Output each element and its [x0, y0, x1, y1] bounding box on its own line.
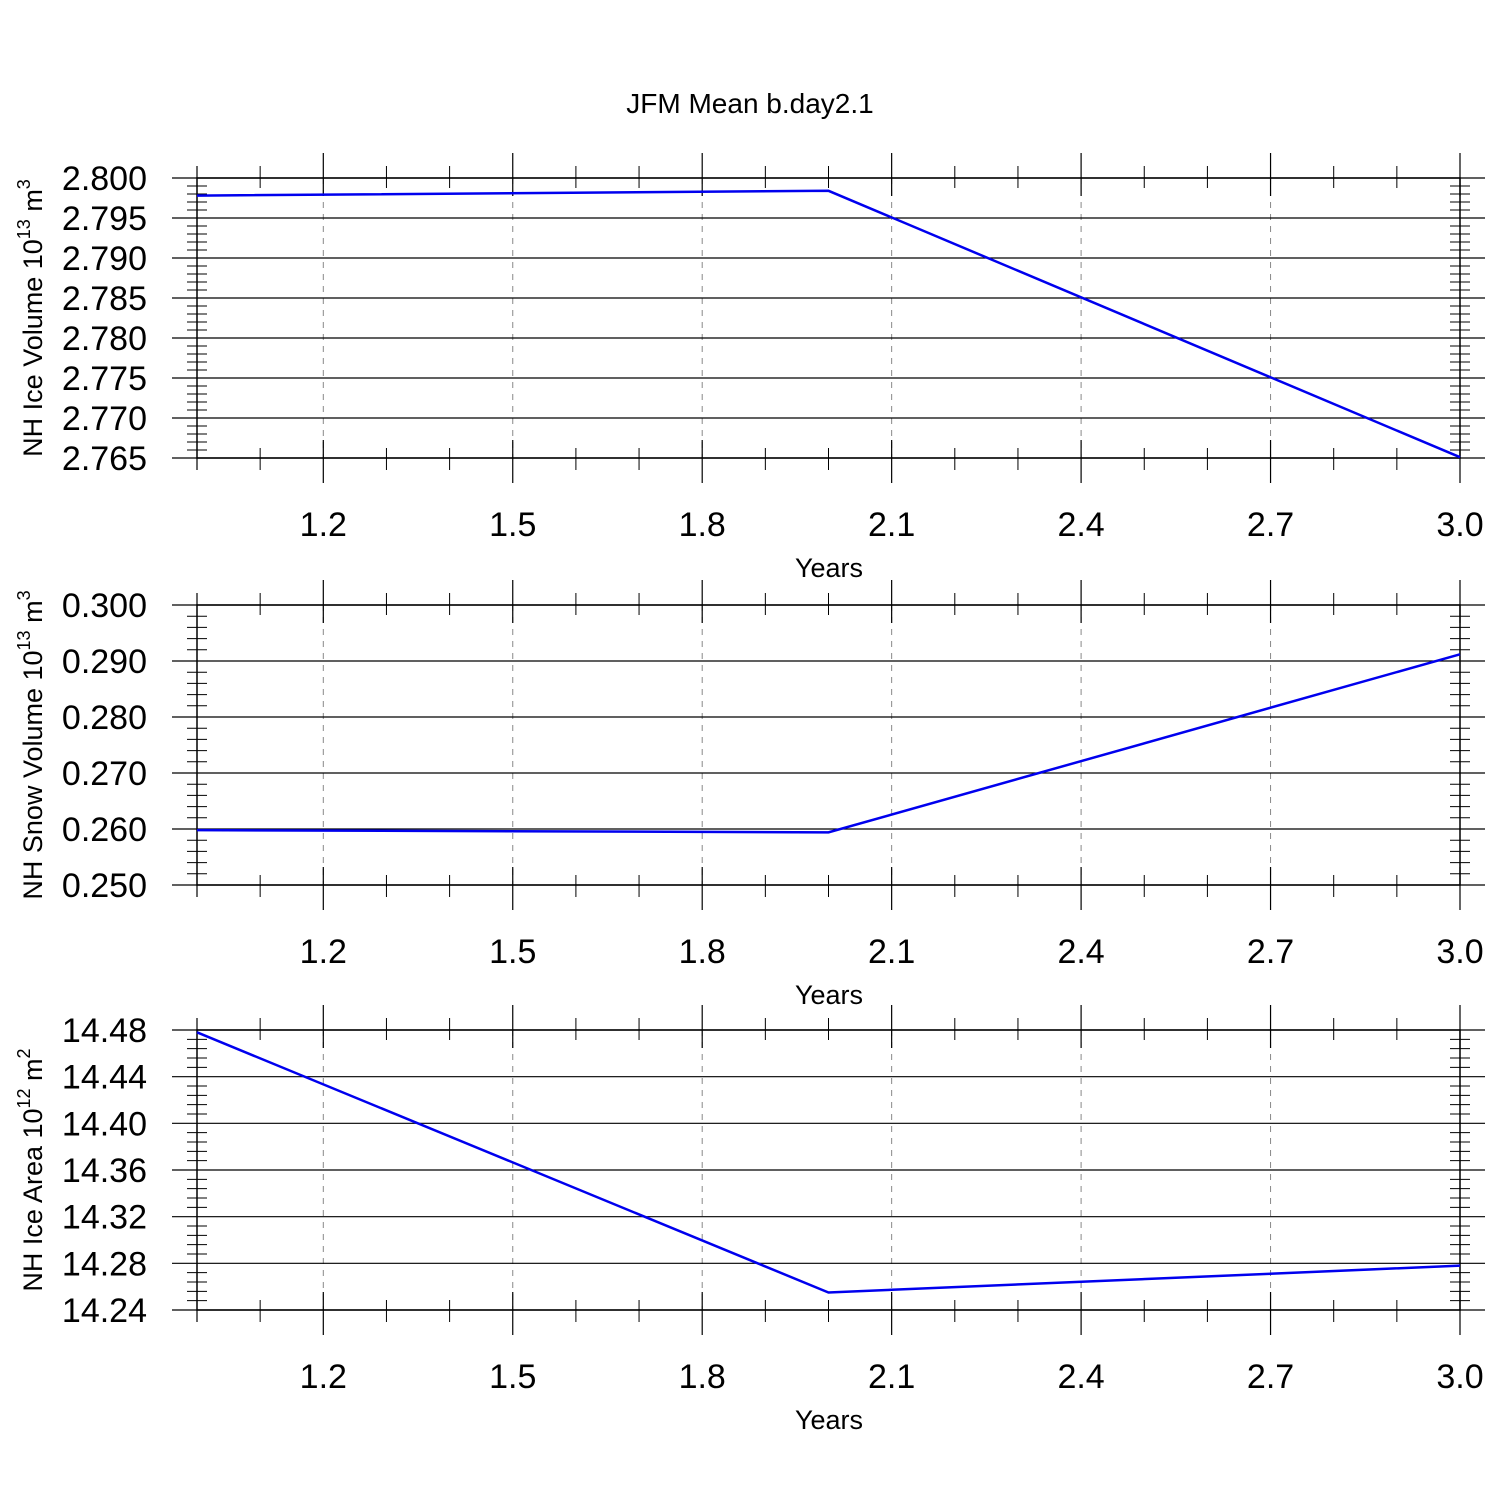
- y-tick-label: 14.48: [62, 1012, 147, 1050]
- y-axis-label: NH Snow Volume 1013 m3: [14, 590, 48, 899]
- x-tick-label: 1.8: [679, 1358, 726, 1396]
- x-tick-label: 1.8: [679, 506, 726, 544]
- x-tick-label: 2.4: [1057, 1358, 1104, 1396]
- y-tick-label: 14.24: [62, 1292, 147, 1330]
- x-tick-label: 3.0: [1436, 506, 1483, 544]
- y-axis-label-part: 3: [14, 590, 34, 600]
- x-tick-label: 1.5: [489, 933, 536, 971]
- panel-2: 0.250 0.260 0.270 0.280 0.290 0.300 1.2 1.5 1.8 2…: [14, 580, 1485, 1010]
- y-axis-label-part: 3: [14, 179, 34, 189]
- figure-title: JFM Mean b.day2.1: [626, 88, 874, 119]
- y-axis-label-part: NH Snow Volume 10: [18, 650, 48, 899]
- y-axis-label-part: m: [18, 189, 48, 219]
- x-tick-label: 1.5: [489, 1358, 536, 1396]
- y-tick-label: 0.290: [62, 643, 147, 681]
- y-tick-label: 14.28: [62, 1245, 147, 1283]
- x-tick-label: 1.8: [679, 933, 726, 971]
- y-tick-label: 2.785: [62, 280, 147, 318]
- x-tick-label: 2.7: [1247, 1358, 1294, 1396]
- y-tick-label: 2.780: [62, 320, 147, 358]
- x-axis-label: Years: [795, 553, 863, 583]
- plot-frame: [196, 1029, 1461, 1311]
- x-tick-label: 2.1: [868, 1358, 915, 1396]
- y-axis-label-part: NH Ice Volume 10: [18, 239, 48, 457]
- plot-frame: [196, 177, 1461, 459]
- series-line: [196, 653, 1461, 834]
- x-tick-label: 2.7: [1247, 933, 1294, 971]
- y-tick-label: 2.770: [62, 400, 147, 438]
- y-tick-label: 0.260: [62, 811, 147, 849]
- y-axis-label: NH Ice Area 1012 m2: [14, 1048, 48, 1291]
- x-tick-label: 3.0: [1436, 1358, 1483, 1396]
- y-tick-label: 0.270: [62, 755, 147, 793]
- y-tick-label: 0.280: [62, 699, 147, 737]
- y-axis-label: NH Ice Volume 1013 m3: [14, 179, 48, 457]
- x-tick-label: 1.2: [300, 1358, 347, 1396]
- y-tick-label: 14.44: [62, 1059, 147, 1097]
- y-axis-label-part: 13: [14, 219, 34, 239]
- panel-3: 14.24 14.28 14.32 14.36 14.40 14.44 14.48 1.2 1.…: [14, 1005, 1485, 1435]
- y-tick-label: 14.32: [62, 1199, 147, 1237]
- x-axis-label: Years: [795, 980, 863, 1010]
- y-tick-label: 14.36: [62, 1152, 147, 1190]
- x-axis-label: Years: [795, 1405, 863, 1435]
- x-tick-label: 1.5: [489, 506, 536, 544]
- x-tick-label: 2.1: [868, 933, 915, 971]
- x-tick-label: 2.4: [1057, 506, 1104, 544]
- y-axis-label-part: NH Ice Area 10: [18, 1108, 48, 1291]
- y-axis-label-part: 2: [14, 1048, 34, 1058]
- y-axis-label-part: 13: [14, 630, 34, 650]
- y-tick-label: 0.250: [62, 867, 147, 905]
- series-line: [196, 189, 1461, 459]
- y-tick-label: 2.775: [62, 360, 147, 398]
- series-line: [196, 1031, 1461, 1294]
- y-tick-label: 0.300: [62, 587, 147, 625]
- y-tick-label: 2.800: [62, 160, 147, 198]
- x-tick-label: 3.0: [1436, 933, 1483, 971]
- y-axis-label-part: 12: [14, 1088, 34, 1108]
- y-tick-label: 2.765: [62, 440, 147, 478]
- x-tick-label: 2.7: [1247, 506, 1294, 544]
- x-tick-label: 1.2: [300, 933, 347, 971]
- panel-1: 2.7652.7702.7752.7802.7852.7902.7952.800…: [14, 153, 1485, 583]
- x-tick-label: 2.1: [868, 506, 915, 544]
- x-tick-label: 2.4: [1057, 933, 1104, 971]
- y-tick-label: 14.40: [62, 1105, 147, 1143]
- y-axis-label-part: m: [18, 600, 48, 630]
- plot-frame: [196, 604, 1461, 886]
- x-tick-label: 1.2: [300, 506, 347, 544]
- y-axis-label-part: m: [18, 1058, 48, 1088]
- y-tick-label: 2.790: [62, 240, 147, 278]
- y-tick-label: 2.795: [62, 200, 147, 238]
